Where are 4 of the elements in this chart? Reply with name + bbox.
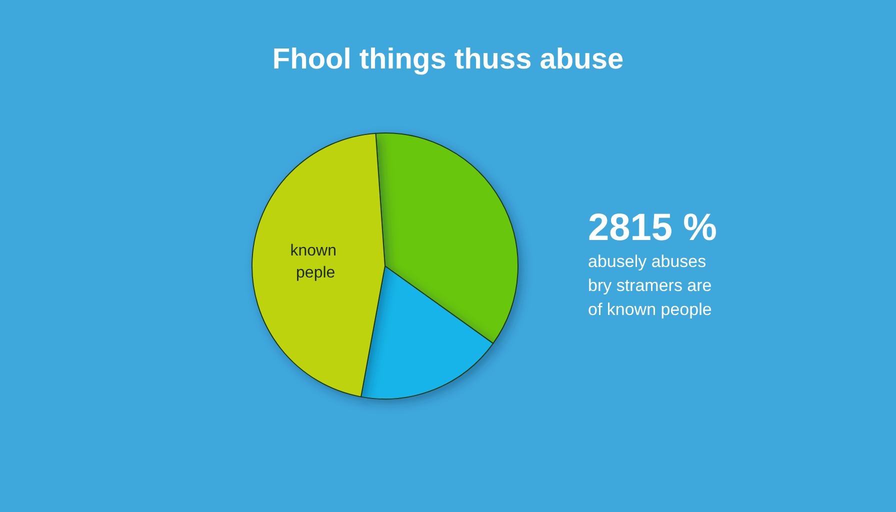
text: abusely abuses bry stramers are of known people [588,251,713,321]
text: 2815 % [588,206,718,250]
slice-label: known peple [290,242,341,282]
chart-title: Fhool things thuss abuse [272,44,624,76]
